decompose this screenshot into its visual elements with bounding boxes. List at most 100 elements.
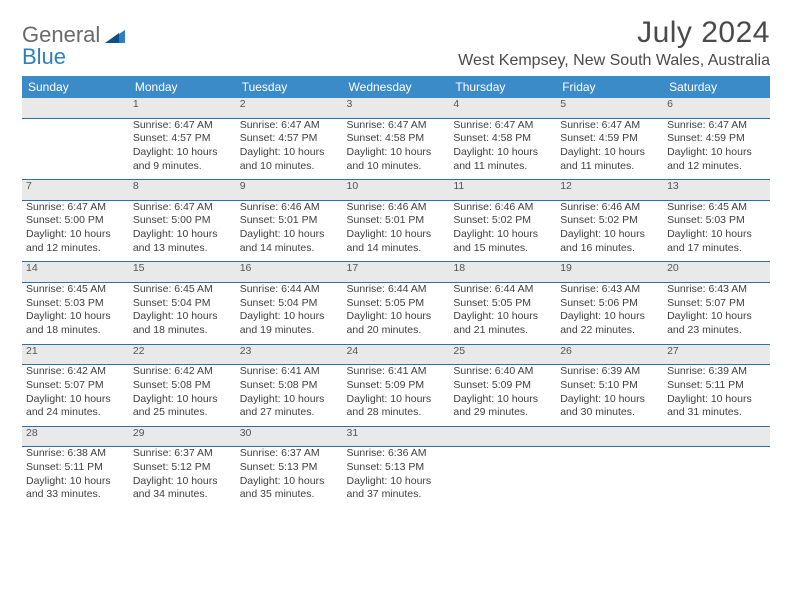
day-detail-cell: Sunrise: 6:44 AMSunset: 5:05 PMDaylight:… <box>343 283 450 345</box>
daylight-line: Daylight: 10 hours and 27 minutes. <box>240 393 339 420</box>
day-detail-cell <box>449 447 556 508</box>
day-number-cell: 1 <box>129 98 236 118</box>
daylight-line: Daylight: 10 hours and 18 minutes. <box>133 310 232 337</box>
sunset-line: Sunset: 5:11 PM <box>667 379 766 393</box>
col-friday: Friday <box>556 76 663 98</box>
sunrise-line: Sunrise: 6:47 AM <box>453 119 552 133</box>
sunset-line: Sunset: 5:04 PM <box>240 297 339 311</box>
day-number-cell: 21 <box>22 344 129 365</box>
day-number-cell: 28 <box>22 426 129 447</box>
day-detail-cell: Sunrise: 6:40 AMSunset: 5:09 PMDaylight:… <box>449 365 556 427</box>
daylight-line: Daylight: 10 hours and 9 minutes. <box>133 146 232 173</box>
day-number-cell: 24 <box>343 344 450 365</box>
month-title: July 2024 <box>458 16 770 50</box>
day-detail-cell: Sunrise: 6:41 AMSunset: 5:08 PMDaylight:… <box>236 365 343 427</box>
sunset-line: Sunset: 5:03 PM <box>26 297 125 311</box>
day-detail-cell: Sunrise: 6:39 AMSunset: 5:10 PMDaylight:… <box>556 365 663 427</box>
daylight-line: Daylight: 10 hours and 24 minutes. <box>26 393 125 420</box>
sunrise-line: Sunrise: 6:47 AM <box>347 119 446 133</box>
sunrise-line: Sunrise: 6:46 AM <box>347 201 446 215</box>
calendar-body: 123456 Sunrise: 6:47 AMSunset: 4:57 PMDa… <box>22 98 770 508</box>
day-detail-cell: Sunrise: 6:42 AMSunset: 5:08 PMDaylight:… <box>129 365 236 427</box>
daylight-line: Daylight: 10 hours and 25 minutes. <box>133 393 232 420</box>
day-number-cell: 23 <box>236 344 343 365</box>
sunrise-line: Sunrise: 6:47 AM <box>133 119 232 133</box>
sunrise-line: Sunrise: 6:41 AM <box>347 365 446 379</box>
sunrise-line: Sunrise: 6:44 AM <box>240 283 339 297</box>
col-sunday: Sunday <box>22 76 129 98</box>
day-number-cell: 25 <box>449 344 556 365</box>
sunrise-line: Sunrise: 6:44 AM <box>453 283 552 297</box>
sunset-line: Sunset: 5:02 PM <box>453 214 552 228</box>
day-number-cell: 3 <box>343 98 450 118</box>
week-daynum-row: 14151617181920 <box>22 262 770 283</box>
daylight-line: Daylight: 10 hours and 19 minutes. <box>240 310 339 337</box>
day-detail-cell: Sunrise: 6:47 AMSunset: 4:58 PMDaylight:… <box>449 118 556 180</box>
day-number-cell: 15 <box>129 262 236 283</box>
daylight-line: Daylight: 10 hours and 29 minutes. <box>453 393 552 420</box>
sunrise-line: Sunrise: 6:46 AM <box>453 201 552 215</box>
sunset-line: Sunset: 5:10 PM <box>560 379 659 393</box>
sunset-line: Sunset: 4:59 PM <box>667 132 766 146</box>
daylight-line: Daylight: 10 hours and 35 minutes. <box>240 475 339 502</box>
day-detail-cell <box>663 447 770 508</box>
logo-text-blue-wrap: Blue <box>22 44 66 70</box>
day-number-cell <box>663 426 770 447</box>
location-subtitle: West Kempsey, New South Wales, Australia <box>458 52 770 70</box>
daylight-line: Daylight: 10 hours and 14 minutes. <box>347 228 446 255</box>
sunrise-line: Sunrise: 6:39 AM <box>560 365 659 379</box>
sunrise-line: Sunrise: 6:47 AM <box>667 119 766 133</box>
sunrise-line: Sunrise: 6:47 AM <box>240 119 339 133</box>
daylight-line: Daylight: 10 hours and 16 minutes. <box>560 228 659 255</box>
week-daynum-row: 78910111213 <box>22 180 770 201</box>
daylight-line: Daylight: 10 hours and 17 minutes. <box>667 228 766 255</box>
week-daynum-row: 21222324252627 <box>22 344 770 365</box>
col-thursday: Thursday <box>449 76 556 98</box>
day-detail-cell <box>556 447 663 508</box>
daylight-line: Daylight: 10 hours and 31 minutes. <box>667 393 766 420</box>
sunset-line: Sunset: 5:03 PM <box>667 214 766 228</box>
day-detail-cell: Sunrise: 6:44 AMSunset: 5:04 PMDaylight:… <box>236 283 343 345</box>
day-detail-cell: Sunrise: 6:37 AMSunset: 5:13 PMDaylight:… <box>236 447 343 508</box>
sunset-line: Sunset: 5:00 PM <box>26 214 125 228</box>
week-daynum-row: 123456 <box>22 98 770 118</box>
sunset-line: Sunset: 4:57 PM <box>240 132 339 146</box>
day-number-cell: 2 <box>236 98 343 118</box>
sunrise-line: Sunrise: 6:38 AM <box>26 447 125 461</box>
day-number-cell <box>449 426 556 447</box>
day-detail-cell <box>22 118 129 180</box>
day-number-cell: 20 <box>663 262 770 283</box>
daylight-line: Daylight: 10 hours and 11 minutes. <box>453 146 552 173</box>
day-detail-cell: Sunrise: 6:47 AMSunset: 5:00 PMDaylight:… <box>22 200 129 262</box>
daylight-line: Daylight: 10 hours and 18 minutes. <box>26 310 125 337</box>
sunrise-line: Sunrise: 6:44 AM <box>347 283 446 297</box>
week-detail-row: Sunrise: 6:42 AMSunset: 5:07 PMDaylight:… <box>22 365 770 427</box>
daylight-line: Daylight: 10 hours and 12 minutes. <box>26 228 125 255</box>
week-detail-row: Sunrise: 6:47 AMSunset: 5:00 PMDaylight:… <box>22 200 770 262</box>
day-number-cell: 8 <box>129 180 236 201</box>
sunset-line: Sunset: 5:08 PM <box>240 379 339 393</box>
daylight-line: Daylight: 10 hours and 10 minutes. <box>347 146 446 173</box>
daylight-line: Daylight: 10 hours and 13 minutes. <box>133 228 232 255</box>
sunrise-line: Sunrise: 6:47 AM <box>133 201 232 215</box>
day-detail-cell: Sunrise: 6:47 AMSunset: 4:57 PMDaylight:… <box>129 118 236 180</box>
sunset-line: Sunset: 5:09 PM <box>347 379 446 393</box>
day-number-cell: 29 <box>129 426 236 447</box>
day-number-cell: 5 <box>556 98 663 118</box>
day-number-cell: 10 <box>343 180 450 201</box>
sunset-line: Sunset: 5:09 PM <box>453 379 552 393</box>
day-number-cell: 11 <box>449 180 556 201</box>
daylight-line: Daylight: 10 hours and 10 minutes. <box>240 146 339 173</box>
day-detail-cell: Sunrise: 6:46 AMSunset: 5:02 PMDaylight:… <box>556 200 663 262</box>
daylight-line: Daylight: 10 hours and 20 minutes. <box>347 310 446 337</box>
day-detail-cell: Sunrise: 6:46 AMSunset: 5:02 PMDaylight:… <box>449 200 556 262</box>
sunrise-line: Sunrise: 6:41 AM <box>240 365 339 379</box>
sunrise-line: Sunrise: 6:37 AM <box>240 447 339 461</box>
calendar-header-row: Sunday Monday Tuesday Wednesday Thursday… <box>22 76 770 98</box>
sunset-line: Sunset: 5:05 PM <box>347 297 446 311</box>
col-wednesday: Wednesday <box>343 76 450 98</box>
day-number-cell: 26 <box>556 344 663 365</box>
sunrise-line: Sunrise: 6:43 AM <box>667 283 766 297</box>
sunrise-line: Sunrise: 6:37 AM <box>133 447 232 461</box>
day-number-cell: 4 <box>449 98 556 118</box>
